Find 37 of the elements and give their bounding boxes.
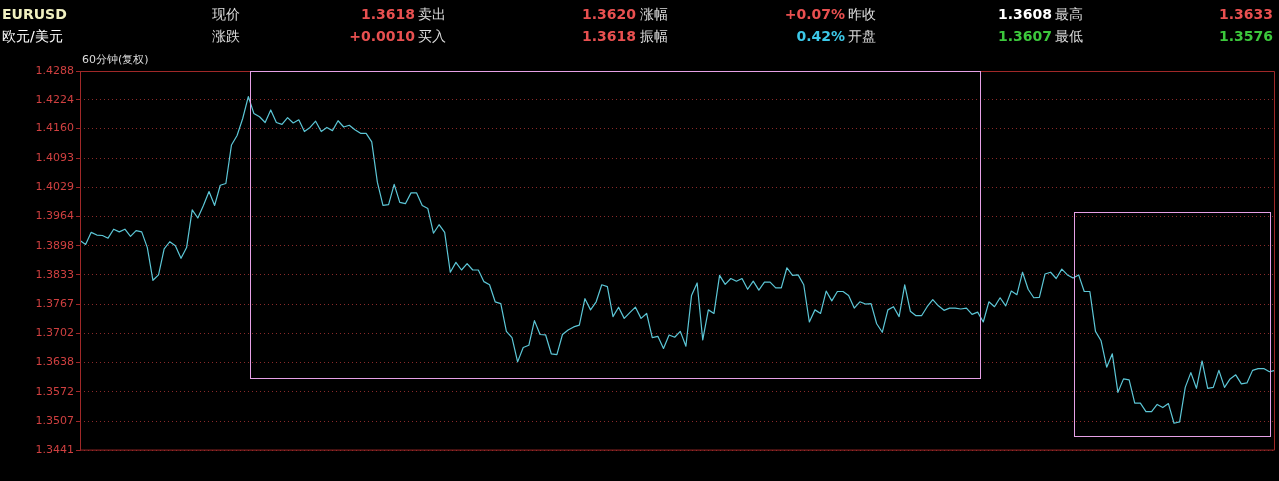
text: 1.3620 bbox=[581, 5, 636, 24]
y-tick-label: 1.4029 bbox=[35, 179, 74, 193]
text: 最高 bbox=[1055, 5, 1083, 24]
text: 1.3618 bbox=[581, 27, 636, 46]
text: 最低 bbox=[1055, 27, 1083, 46]
y-tick-label: 1.4288 bbox=[35, 63, 74, 77]
text: 卖出 bbox=[418, 5, 446, 24]
y-tick-label: 1.3507 bbox=[35, 413, 74, 427]
y-tick-label: 1.3638 bbox=[35, 355, 74, 369]
y-tick-label: 1.3898 bbox=[35, 238, 74, 252]
text: 涨跌 bbox=[212, 27, 240, 46]
text: 振幅 bbox=[640, 27, 668, 46]
text: +0.07% bbox=[784, 5, 845, 24]
text: 1.3618 bbox=[360, 5, 415, 24]
text: 涨幅 bbox=[640, 5, 668, 24]
text: 1.3633 bbox=[1218, 5, 1273, 24]
y-tick-label: 1.3833 bbox=[35, 267, 74, 281]
text: +0.0010 bbox=[349, 27, 415, 46]
y-tick-label: 1.3572 bbox=[35, 384, 74, 398]
text: 1.3576 bbox=[1218, 27, 1273, 46]
y-tick-label: 1.3702 bbox=[35, 326, 74, 340]
text: 1.3607 bbox=[997, 27, 1052, 46]
y-tick-label: 1.4224 bbox=[35, 92, 74, 106]
text: 买入 bbox=[418, 27, 446, 46]
text: EURUSD bbox=[2, 5, 67, 24]
y-tick-label: 1.3767 bbox=[35, 297, 74, 311]
text: 昨收 bbox=[848, 5, 876, 24]
y-tick-label: 1.3964 bbox=[35, 209, 74, 223]
text: 0.42% bbox=[796, 27, 845, 46]
y-tick-label: 1.4160 bbox=[35, 121, 74, 135]
chart-title: 60分钟(复权) bbox=[82, 53, 149, 67]
text: 1.3608 bbox=[997, 5, 1052, 24]
y-tick-label: 1.3441 bbox=[35, 443, 74, 457]
text: 欧元/美元 bbox=[2, 27, 63, 46]
text: 开盘 bbox=[848, 27, 876, 46]
text: 现价 bbox=[212, 5, 240, 24]
y-tick-label: 1.4093 bbox=[35, 151, 74, 165]
